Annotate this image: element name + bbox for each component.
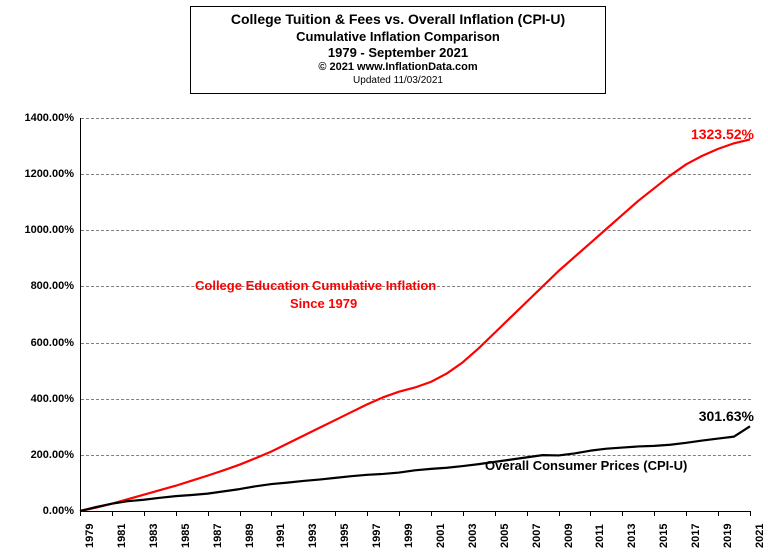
x-tick-label: 1991 <box>275 524 282 548</box>
x-tick-mark <box>686 511 687 516</box>
x-tick-label: 1989 <box>244 524 251 548</box>
title-line-3: 1979 - September 2021 <box>197 45 599 61</box>
x-tick-mark <box>112 511 113 516</box>
y-tick-label: 1200.00% <box>14 168 74 180</box>
x-tick-mark <box>335 511 336 516</box>
x-tick-label: 2001 <box>435 524 442 548</box>
x-tick-mark <box>463 511 464 516</box>
x-tick-mark <box>80 511 81 516</box>
x-tick-mark <box>750 511 751 516</box>
title-line-2: Cumulative Inflation Comparison <box>197 29 599 45</box>
y-tick-label: 0.00% <box>14 505 74 517</box>
college-end-value-label: 1323.52% <box>691 126 754 142</box>
x-tick-label: 1993 <box>307 524 314 548</box>
x-tick-label: 2021 <box>754 524 761 548</box>
college-series-label-line2: Since 1979 <box>290 296 357 311</box>
title-line-1: College Tuition & Fees vs. Overall Infla… <box>197 11 599 29</box>
x-tick-label: 1999 <box>403 524 410 548</box>
y-tick-label: 200.00% <box>14 449 74 461</box>
x-tick-mark <box>431 511 432 516</box>
x-tick-label: 1997 <box>371 524 378 548</box>
x-tick-mark <box>495 511 496 516</box>
x-tick-mark <box>240 511 241 516</box>
chart-container: College Tuition & Fees vs. Overall Infla… <box>0 0 768 557</box>
x-tick-mark <box>559 511 560 516</box>
y-tick-label: 1400.00% <box>14 112 74 124</box>
x-tick-mark <box>208 511 209 516</box>
x-tick-label: 2005 <box>499 524 506 548</box>
x-tick-label: 2009 <box>563 524 570 548</box>
y-tick-label: 600.00% <box>14 337 74 349</box>
x-tick-label: 1979 <box>84 524 91 548</box>
x-tick-label: 2015 <box>658 524 665 548</box>
series-line <box>80 139 750 511</box>
x-tick-label: 1985 <box>180 524 187 548</box>
x-tick-mark <box>590 511 591 516</box>
x-tick-label: 2011 <box>594 524 601 548</box>
x-tick-label: 1983 <box>148 524 155 548</box>
x-tick-label: 2007 <box>531 524 538 548</box>
x-tick-mark <box>367 511 368 516</box>
title-updated: Updated 11/03/2021 <box>197 75 599 88</box>
x-tick-label: 2017 <box>690 524 697 548</box>
x-tick-mark <box>176 511 177 516</box>
chart-lines-svg <box>80 118 750 511</box>
chart-title-box: College Tuition & Fees vs. Overall Infla… <box>190 6 606 94</box>
cpiu-end-value-label: 301.63% <box>699 408 754 424</box>
x-tick-mark <box>144 511 145 516</box>
college-series-label-line1: College Education Cumulative Inflation <box>195 278 436 293</box>
x-tick-label: 1987 <box>212 524 219 548</box>
x-tick-label: 2019 <box>722 524 729 548</box>
x-tick-mark <box>271 511 272 516</box>
x-tick-label: 1981 <box>116 524 123 548</box>
y-tick-label: 400.00% <box>14 393 74 405</box>
x-tick-label: 1995 <box>339 524 346 548</box>
x-tick-label: 2013 <box>626 524 633 548</box>
x-tick-mark <box>654 511 655 516</box>
x-tick-mark <box>622 511 623 516</box>
x-tick-mark <box>303 511 304 516</box>
y-tick-label: 800.00% <box>14 280 74 292</box>
cpiu-series-label: Overall Consumer Prices (CPI-U) <box>485 458 687 473</box>
title-copyright: © 2021 www.InflationData.com <box>197 61 599 75</box>
y-tick-label: 1000.00% <box>14 224 74 236</box>
x-tick-label: 2003 <box>467 524 474 548</box>
x-tick-mark <box>399 511 400 516</box>
x-tick-mark <box>527 511 528 516</box>
x-tick-mark <box>718 511 719 516</box>
